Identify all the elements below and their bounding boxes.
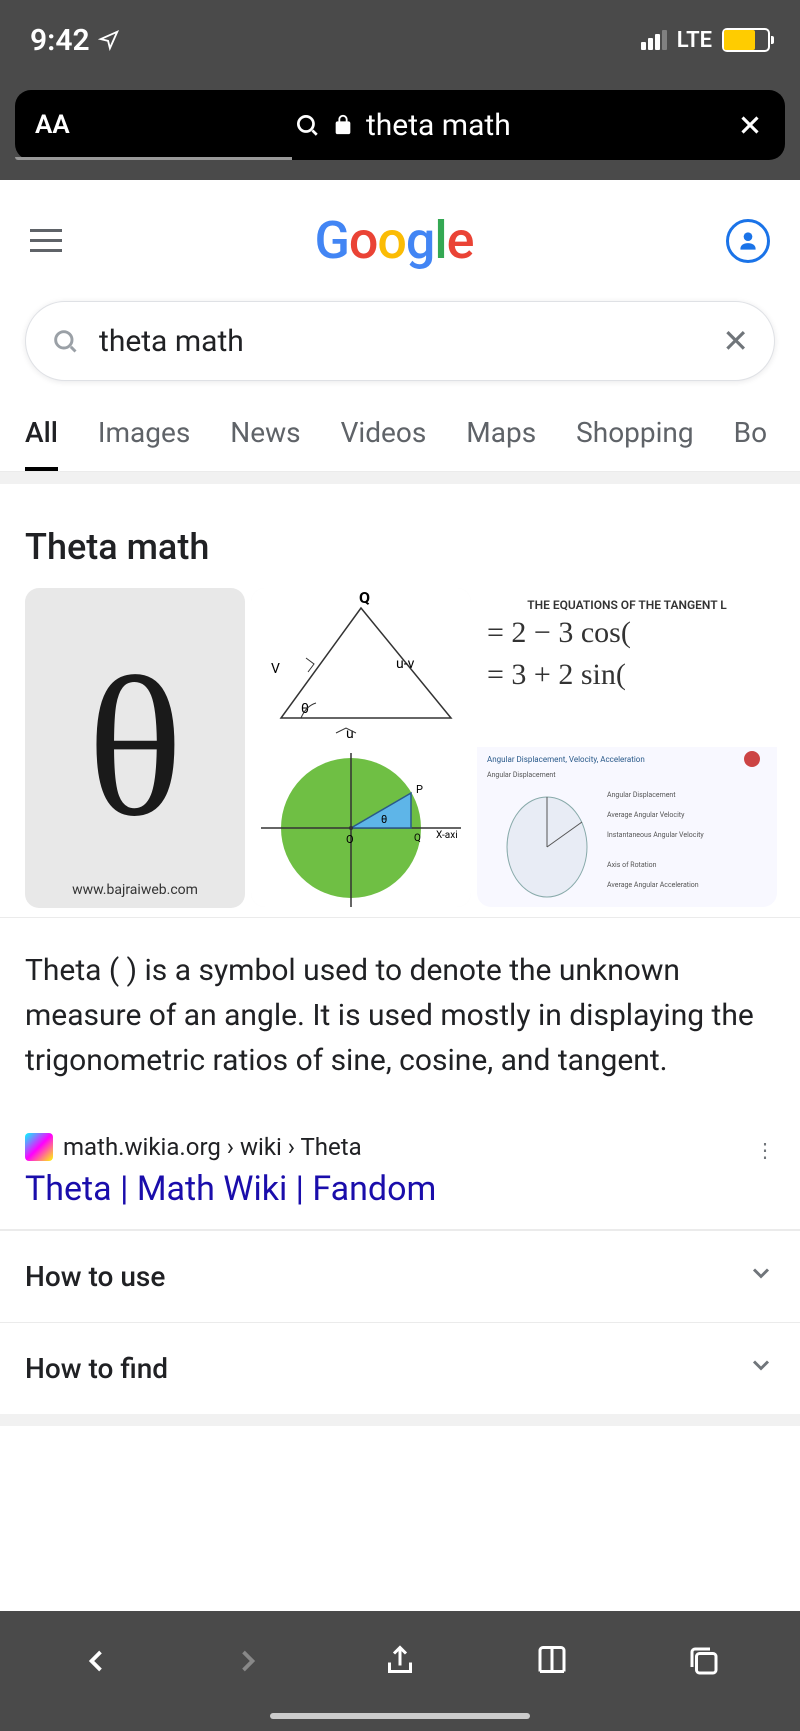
tab-videos[interactable]: Videos <box>341 416 427 471</box>
image-result-1[interactable]: θ www.bajraiweb.com <box>25 588 245 908</box>
search-icon <box>294 112 320 138</box>
search-box[interactable]: ✕ <box>25 301 775 381</box>
divider <box>0 472 800 484</box>
search-tabs: All Images News Videos Maps Shopping Bo <box>0 401 800 472</box>
result-link-title[interactable]: Theta | Math Wiki | Fandom <box>25 1161 775 1209</box>
theta-symbol: θ <box>87 658 183 838</box>
image-result-3[interactable]: THE EQUATIONS OF THE TANGENT L = 2 − 3 c… <box>477 588 777 907</box>
divider <box>0 1414 800 1426</box>
breadcrumb-text: math.wikia.org › wiki › Theta <box>63 1133 362 1161</box>
menu-button[interactable] <box>30 229 62 252</box>
tabs-button[interactable] <box>686 1643 722 1679</box>
image-result-2[interactable]: Q V u-v θ u O P <box>251 588 471 907</box>
svg-text:u-v: u-v <box>396 656 415 672</box>
search-input[interactable] <box>99 324 702 359</box>
tab-maps[interactable]: Maps <box>466 416 536 471</box>
tab-news[interactable]: News <box>230 416 300 471</box>
expand-how-to-use[interactable]: How to use <box>0 1230 800 1322</box>
more-options-button[interactable]: ⋮ <box>755 1138 775 1162</box>
search-result-1[interactable]: math.wikia.org › wiki › Theta Theta | Ma… <box>0 1113 800 1230</box>
tab-images[interactable]: Images <box>98 416 190 471</box>
time-text: 9:42 <box>30 23 90 58</box>
signal-icon <box>641 30 667 50</box>
back-button[interactable] <box>78 1643 114 1679</box>
google-logo[interactable]: Google <box>314 210 473 271</box>
lock-icon <box>332 114 354 136</box>
svg-text:X-axi: X-axi <box>436 830 458 841</box>
chevron-down-icon <box>747 1351 775 1386</box>
image-results-strip: θ www.bajraiweb.com Q V u-v θ u <box>0 588 800 918</box>
favicon-icon <box>25 1133 53 1161</box>
results-content: Theta math θ www.bajraiweb.com Q V u-v θ… <box>0 496 800 1414</box>
location-icon <box>98 29 120 51</box>
home-indicator[interactable] <box>270 1713 530 1719</box>
equation-2: = 3 + 2 sin( <box>487 654 767 696</box>
browser-toolbar <box>0 1611 800 1731</box>
clear-search-button[interactable]: ✕ <box>722 322 749 360</box>
status-right: LTE <box>641 28 770 53</box>
knowledge-title: Theta math <box>0 496 800 588</box>
url-bar[interactable]: AA theta math <box>15 90 785 160</box>
text-size-button[interactable]: AA <box>35 110 70 140</box>
search-icon <box>51 327 79 355</box>
tab-more[interactable]: Bo <box>734 416 767 471</box>
tab-all[interactable]: All <box>25 416 58 471</box>
account-button[interactable] <box>726 219 770 263</box>
svg-text:Q: Q <box>414 833 421 844</box>
triangle-diagram: Q V u-v θ u <box>251 588 471 748</box>
status-bar: 9:42 LTE <box>0 0 800 80</box>
load-progress <box>15 157 292 160</box>
svg-text:Axis of Rotation: Axis of Rotation <box>607 861 657 869</box>
battery-icon <box>722 28 770 52</box>
svg-text:Angular Displacement, Velocity: Angular Displacement, Velocity, Accelera… <box>487 755 645 764</box>
forward-button[interactable] <box>230 1643 266 1679</box>
circle-diagram: O P θ Q X-axi <box>251 748 471 907</box>
url-display[interactable]: theta math <box>90 108 715 143</box>
svg-text:θ: θ <box>381 813 387 826</box>
close-icon[interactable] <box>735 110 765 140</box>
tab-shopping[interactable]: Shopping <box>576 416 693 471</box>
image-caption: www.bajraiweb.com <box>25 882 245 898</box>
expand-how-to-find[interactable]: How to find <box>0 1322 800 1414</box>
result-breadcrumb: math.wikia.org › wiki › Theta <box>25 1133 775 1161</box>
network-label: LTE <box>677 28 712 53</box>
svg-text:Instantaneous Angular Velocity: Instantaneous Angular Velocity <box>607 831 704 839</box>
share-button[interactable] <box>382 1643 418 1679</box>
svg-text:P: P <box>416 783 423 796</box>
expand-label: How to use <box>25 1260 165 1293</box>
google-header: Google <box>0 180 800 291</box>
chevron-down-icon <box>747 1259 775 1294</box>
status-time: 9:42 <box>30 23 120 58</box>
search-container: ✕ <box>0 291 800 401</box>
equation-1: = 2 − 3 cos( <box>487 612 767 654</box>
svg-text:O: O <box>346 833 354 846</box>
bookmarks-button[interactable] <box>534 1643 570 1679</box>
svg-text:Average Angular Acceleration: Average Angular Acceleration <box>607 881 699 889</box>
svg-text:V: V <box>271 661 280 677</box>
svg-text:Angular Displacement: Angular Displacement <box>607 791 676 799</box>
url-text: theta math <box>366 108 511 143</box>
physics-diagram: Angular Displacement, Velocity, Accelera… <box>477 747 777 907</box>
svg-text:Average Angular Velocity: Average Angular Velocity <box>607 811 685 819</box>
knowledge-description: Theta ( ) is a symbol used to denote the… <box>0 918 800 1113</box>
svg-text:Angular Displacement: Angular Displacement <box>487 771 556 779</box>
svg-text:Q: Q <box>359 588 370 607</box>
expand-label: How to find <box>25 1352 168 1385</box>
url-bar-container: AA theta math <box>0 80 800 180</box>
equation-header: THE EQUATIONS OF THE TANGENT L <box>487 598 767 612</box>
